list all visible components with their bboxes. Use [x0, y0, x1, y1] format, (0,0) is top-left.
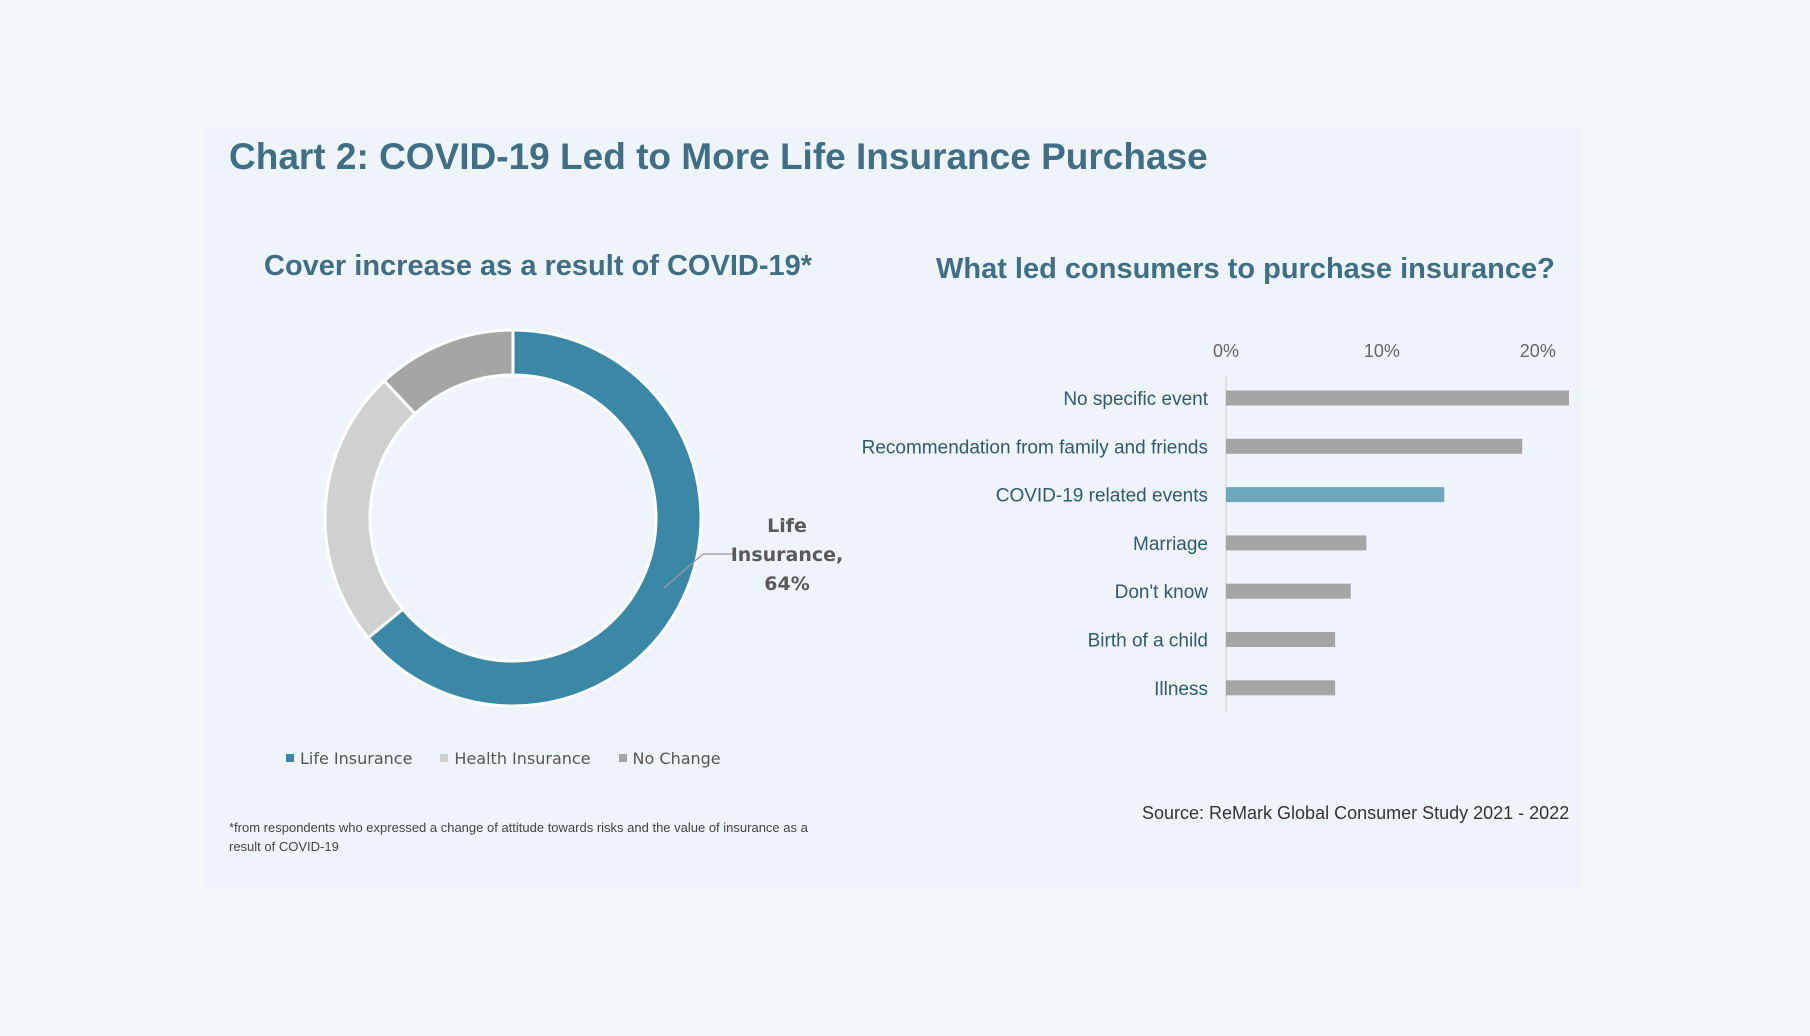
donut-callout-label: Life Insurance, 64%: [727, 512, 847, 599]
donut-slice-life-insurance: [366, 328, 703, 708]
bar: [1226, 438, 1523, 454]
x-tick-label: 0%: [1213, 341, 1239, 361]
legend-label-health: Health Insurance: [454, 748, 591, 768]
category-label: Recommendation from family and friends: [862, 437, 1208, 458]
legend-swatch-health: [440, 754, 449, 762]
bar: [1226, 390, 1569, 406]
callout-line-2: Insurance,: [730, 544, 844, 566]
legend-item-life: Life Insurance: [286, 749, 412, 768]
legend-swatch-life: [286, 754, 294, 762]
callout-line-3: 64%: [764, 573, 810, 595]
legend-item-no-change: No Change: [618, 748, 721, 768]
source-note: Source: ReMark Global Consumer Study 202…: [1142, 803, 1570, 823]
callout-leader-line: [663, 553, 733, 589]
footnote: *from respondents who expressed a change…: [229, 820, 808, 854]
donut-legend: Life Insurance Health Insurance No Chang…: [286, 748, 749, 768]
category-label: Birth of a child: [1088, 631, 1208, 652]
page-title: Chart 2: COVID-19 Led to More Life Insur…: [229, 136, 1208, 177]
category-label: No specific event: [1063, 389, 1208, 410]
x-tick-label: 10%: [1364, 341, 1400, 361]
category-label: Illness: [1154, 679, 1208, 700]
bar: [1226, 583, 1351, 599]
donut-chart-title: Cover increase as a result of COVID-19*: [264, 250, 813, 282]
legend-item-health: Health Insurance: [440, 748, 591, 768]
category-label: Don't know: [1115, 582, 1209, 603]
bar: [1226, 680, 1336, 696]
chart-panel: [206, 127, 1582, 887]
donut-slice-no-change: [382, 328, 515, 416]
bar-chart-title: What led consumers to purchase insurance…: [936, 253, 1555, 285]
category-label: COVID-19 related events: [996, 486, 1208, 507]
legend-label-no-change: No Change: [632, 748, 721, 768]
legend-swatch-no-change: [618, 754, 627, 762]
x-tick-label: 20%: [1520, 341, 1556, 361]
bar: [1226, 487, 1445, 503]
bar: [1226, 632, 1336, 647]
category-label: Marriage: [1133, 534, 1208, 555]
bar: [1226, 535, 1367, 551]
callout-line-1: Life: [767, 515, 807, 537]
legend-label-life: Life Insurance: [300, 748, 413, 768]
